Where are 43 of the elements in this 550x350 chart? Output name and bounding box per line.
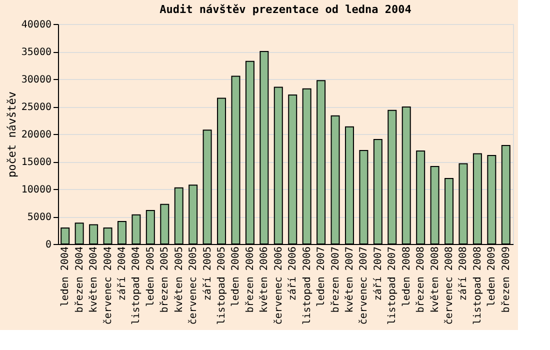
x-tick-label: leden 2008 bbox=[401, 246, 412, 307]
x-tick-label: březen 2009 bbox=[500, 246, 512, 313]
x-tick-label: leden 2006 bbox=[230, 246, 242, 307]
x-tick-label: květen 2005 bbox=[174, 246, 185, 313]
x-tick-label: leden 2007 bbox=[316, 246, 328, 307]
x-tick-label: leden 2004 bbox=[60, 246, 72, 307]
y-axis-title: počet návštěv bbox=[5, 91, 18, 178]
y-tick-label: 0 bbox=[45, 240, 52, 250]
y-tick-label: 30000 bbox=[21, 74, 52, 86]
chart-title: Audit návštěv prezentace od ledna 2004 bbox=[160, 3, 412, 16]
x-tick-label: březen 2004 bbox=[74, 246, 86, 313]
x-tick-label: květen 2007 bbox=[344, 246, 356, 313]
x-tick-label: březen 2007 bbox=[330, 246, 342, 313]
x-tick-label: březen 2008 bbox=[416, 246, 427, 313]
x-tick-label: červenec 2007 bbox=[358, 246, 370, 325]
x-tick-label: červenec 2006 bbox=[273, 246, 284, 325]
y-tick-label: 35000 bbox=[21, 47, 52, 58]
x-tick-label: září 2008 bbox=[458, 246, 470, 301]
x-tick-label: leden 2009 bbox=[486, 246, 498, 307]
y-tick-label: 5000 bbox=[27, 212, 52, 223]
x-tick-label: květen 2008 bbox=[430, 246, 441, 313]
x-tick-label: září 2004 bbox=[116, 246, 128, 301]
x-tick-label: listopad 2008 bbox=[472, 246, 484, 325]
y-tick-label: 20000 bbox=[21, 130, 52, 140]
y-tick-label: 25000 bbox=[21, 102, 52, 113]
x-tick-label: březen 2005 bbox=[160, 246, 171, 313]
x-tick-label: září 2007 bbox=[372, 246, 384, 301]
x-tick-label: červenec 2004 bbox=[102, 246, 114, 325]
x-tick-label: červenec 2008 bbox=[444, 246, 456, 325]
x-tick-label: září 2005 bbox=[202, 246, 214, 301]
y-tick-label: 15000 bbox=[21, 157, 52, 168]
x-tick-label: květen 2004 bbox=[88, 246, 100, 313]
x-tick-label: leden 2005 bbox=[145, 246, 156, 307]
y-tick-label: 10000 bbox=[21, 184, 52, 196]
x-tick-label: listopad 2007 bbox=[387, 246, 398, 325]
x-tick-label: květen 2006 bbox=[259, 246, 270, 313]
x-tick-label: listopad 2006 bbox=[302, 246, 313, 325]
x-tick-label: červenec 2005 bbox=[188, 246, 200, 325]
x-tick-label: září 2006 bbox=[288, 246, 299, 301]
x-tick-label: březen 2006 bbox=[244, 246, 256, 313]
y-tick-label: 40000 bbox=[21, 20, 52, 30]
x-tick-label: listopad 2004 bbox=[131, 246, 142, 325]
x-tick-label: listopad 2005 bbox=[216, 246, 228, 325]
